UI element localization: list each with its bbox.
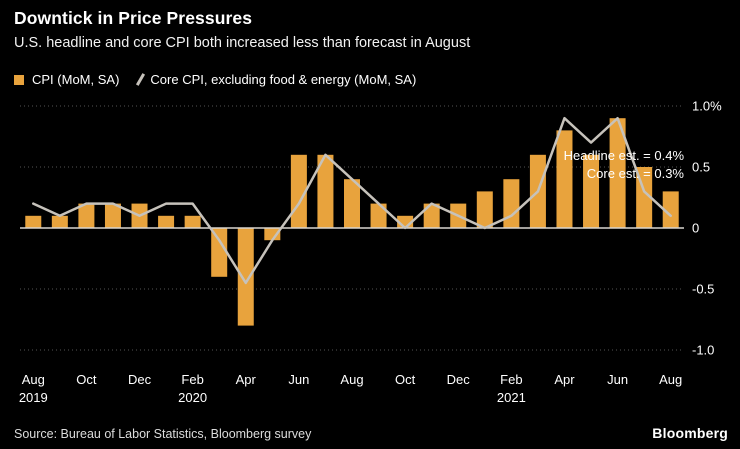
x-axis-month-label: Aug [340, 372, 363, 387]
cpi-bar [78, 203, 95, 228]
source-note: Source: Bureau of Labor Statistics, Bloo… [14, 427, 312, 441]
chart-header: Downtick in Price Pressures U.S. headlin… [14, 8, 726, 51]
x-axis-year-label: 2020 [178, 390, 207, 405]
cpi-bar [344, 179, 360, 228]
cpi-bar [25, 215, 42, 228]
cpi-bar [476, 191, 493, 228]
cpi-bar [317, 154, 334, 228]
x-axis-month-label: Apr [236, 372, 257, 387]
headline-estimate-annotation: Headline est. = 0.4% [563, 148, 684, 163]
x-axis-year-label: 2019 [19, 390, 48, 405]
x-axis-month-label: Jun [607, 372, 628, 387]
cpi-bar [158, 215, 175, 228]
cpi-bar [211, 228, 228, 277]
cpi-bar [556, 130, 573, 228]
legend-item-cpi: CPI (MoM, SA) [14, 72, 119, 87]
cpi-bar [609, 118, 626, 228]
cpi-bar [104, 203, 121, 228]
y-axis-label: 1.0% [692, 99, 722, 114]
cpi-bar [264, 228, 281, 241]
x-axis-month-label: Dec [447, 372, 471, 387]
core-estimate-annotation: Core est. = 0.3% [586, 166, 684, 181]
x-axis-month-label: Feb [181, 372, 203, 387]
y-axis-label: 0 [692, 221, 699, 236]
cpi-bar [583, 154, 600, 228]
legend-line-label: Core CPI, excluding food & energy (MoM, … [150, 72, 417, 87]
cpi-bar [51, 215, 68, 228]
x-axis-month-label: Oct [76, 372, 97, 387]
page-subtitle: U.S. headline and core CPI both increase… [14, 35, 471, 51]
x-axis-year-label: 2021 [497, 390, 526, 405]
y-axis-label: -1.0 [692, 343, 714, 358]
core-cpi-line [32, 116, 672, 285]
cpi-bar [423, 203, 440, 228]
bar-swatch-icon [14, 74, 24, 85]
cpi-bar [503, 179, 520, 228]
chart-footer: Source: Bureau of Labor Statistics, Bloo… [14, 425, 728, 441]
x-axis-month-label: Oct [395, 372, 416, 387]
x-axis-month-label: Dec [128, 372, 152, 387]
bloomberg-logo: Bloomberg [652, 425, 728, 441]
y-axis-label: -0.5 [692, 282, 714, 297]
cpi-bar [662, 191, 679, 228]
x-axis-month-label: Apr [554, 372, 575, 387]
cpi-bar [370, 203, 387, 228]
legend-bar-label: CPI (MoM, SA) [32, 72, 120, 87]
x-axis-month-label: Aug [22, 372, 45, 387]
page-title: Downtick in Price Pressures [14, 8, 253, 28]
cpi-bar [237, 228, 254, 326]
x-axis-month-label: Feb [500, 372, 522, 387]
x-axis-month-label: Jun [288, 372, 309, 387]
y-axis-label: 0.5 [692, 160, 710, 175]
cpi-bar [184, 215, 201, 228]
chart-legend: CPI (MoM, SA) Core CPI, excluding food &… [14, 72, 416, 87]
x-axis-month-label: Aug [659, 372, 682, 387]
legend-item-core-cpi: Core CPI, excluding food & energy (MoM, … [136, 72, 417, 87]
